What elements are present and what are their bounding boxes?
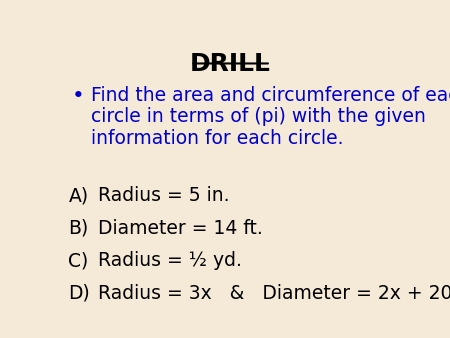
Text: •: •	[72, 86, 85, 106]
Text: A): A)	[68, 186, 89, 205]
Text: D): D)	[68, 284, 90, 303]
Text: Radius = ½ yd.: Radius = ½ yd.	[98, 251, 242, 270]
Text: information for each circle.: information for each circle.	[91, 129, 344, 148]
Text: B): B)	[68, 219, 89, 238]
Text: Radius = 5 in.: Radius = 5 in.	[98, 186, 230, 205]
Text: Diameter = 14 ft.: Diameter = 14 ft.	[98, 219, 263, 238]
Text: Radius = 3x   &   Diameter = 2x + 20: Radius = 3x & Diameter = 2x + 20	[98, 284, 450, 303]
Text: circle in terms of (pi) with the given: circle in terms of (pi) with the given	[91, 107, 426, 126]
Text: C): C)	[68, 251, 89, 270]
Text: DRILL: DRILL	[190, 52, 271, 76]
Text: Find the area and circumference of each: Find the area and circumference of each	[91, 86, 450, 105]
